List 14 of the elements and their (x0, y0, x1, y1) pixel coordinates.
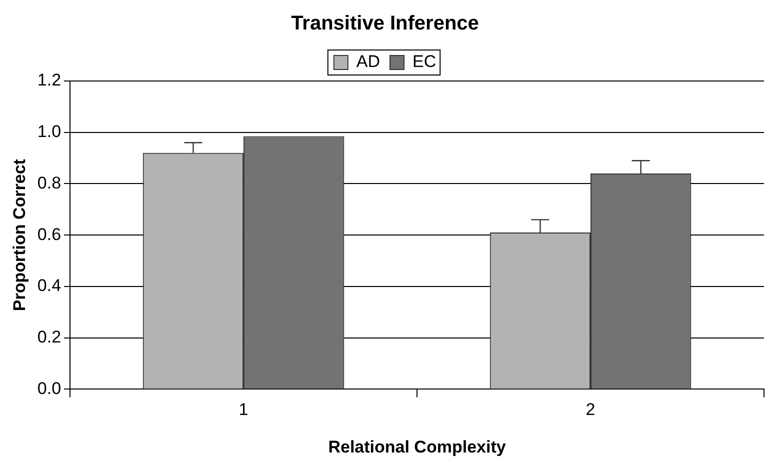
legend-label: EC (412, 52, 436, 72)
y-tick-label: 0.6 (37, 224, 62, 244)
y-tick-label: 1.0 (37, 122, 62, 142)
y-tick-label: 0.8 (37, 173, 62, 192)
y-tick-label: 1.2 (37, 70, 62, 90)
y-tick-label: 0.0 (37, 378, 62, 398)
chart-title: Transitive Inference (291, 12, 479, 35)
x-axis-title: Relational Complexity (328, 437, 506, 456)
x-tick-label: 2 (586, 400, 596, 420)
y-tick-label: 0.2 (37, 328, 62, 347)
y-tick-label: 0.4 (37, 276, 62, 296)
legend-label: AD (356, 52, 380, 72)
y-axis-title: Proportion Correct (10, 158, 29, 312)
x-tick-label: 1 (238, 400, 248, 420)
